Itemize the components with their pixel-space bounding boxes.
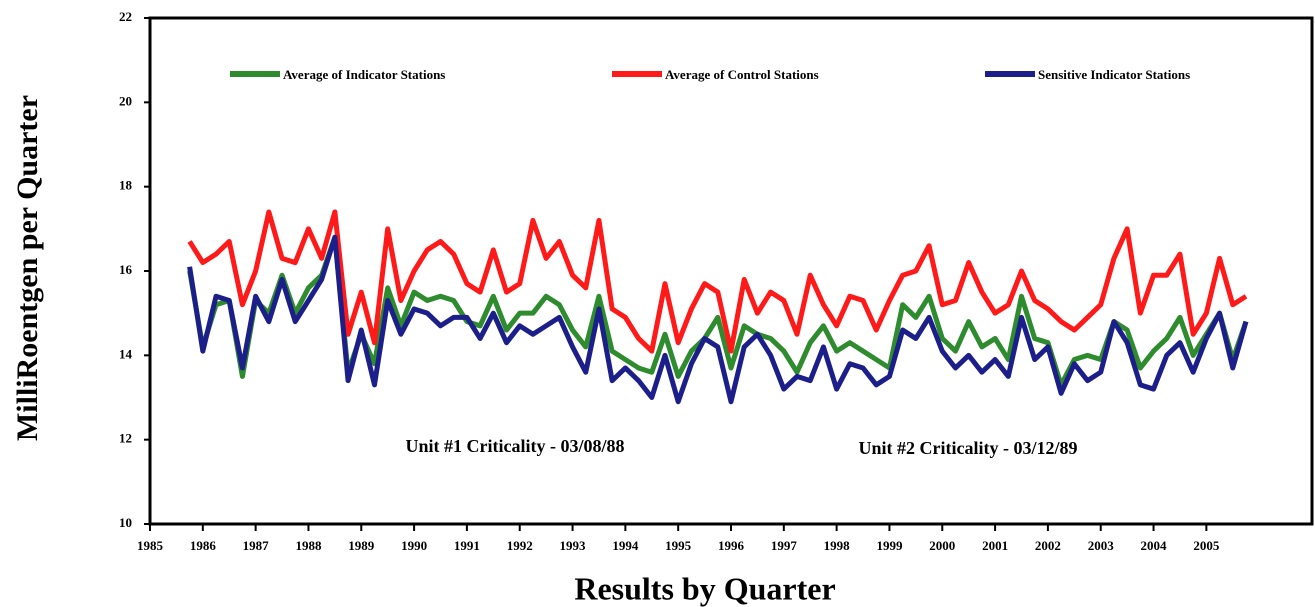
x-tick-label: 1994 (612, 538, 639, 553)
x-tick-label: 1991 (454, 538, 480, 553)
x-tick-label: 1996 (718, 538, 745, 553)
y-axis-label: MilliRoentgen per Quarter (11, 95, 44, 441)
x-tick-label: 1988 (295, 538, 322, 553)
y-tick-label: 12 (119, 431, 132, 446)
x-tick-label: 1992 (507, 538, 533, 553)
x-tick-label: 1999 (876, 538, 903, 553)
x-axis-label: Results by Quarter (574, 570, 835, 606)
legend-label: Sensitive Indicator Stations (1038, 67, 1190, 82)
plot-frame (148, 16, 1314, 526)
x-tick-label: 2005 (1193, 538, 1220, 553)
annotation: Unit #2 Criticality - 03/12/89 (859, 438, 1078, 458)
series-line (187, 209, 1248, 354)
x-tick-label: 1993 (560, 538, 587, 553)
y-tick-label: 16 (119, 262, 133, 277)
x-tick-label: 1997 (771, 538, 798, 553)
y-tick-label: 22 (119, 9, 132, 24)
legend-label: Average of Indicator Stations (283, 67, 445, 82)
x-tick-label: 2001 (982, 538, 1008, 553)
y-tick-label: 14 (119, 346, 133, 361)
x-tick-label: 1995 (665, 538, 692, 553)
x-tick-label: 2003 (1088, 538, 1115, 553)
annotation: Unit #1 Criticality - 03/08/88 (406, 436, 625, 456)
x-tick-label: 1989 (348, 538, 375, 553)
x-tick-label: 1998 (824, 538, 851, 553)
x-tick-label: 1985 (137, 538, 164, 553)
series-line (187, 234, 1249, 405)
x-tick-label: 2002 (1035, 538, 1061, 553)
y-tick-label: 20 (119, 93, 132, 108)
x-tick-label: 2000 (929, 538, 955, 553)
x-tick-label: 1987 (243, 538, 270, 553)
x-tick-label: 1986 (190, 538, 217, 553)
x-tick-label: 2004 (1141, 538, 1168, 553)
y-tick-label: 18 (119, 178, 133, 193)
y-tick-label: 10 (119, 515, 132, 530)
x-tick-label: 1990 (401, 538, 427, 553)
legend-label: Average of Control Stations (665, 67, 819, 82)
